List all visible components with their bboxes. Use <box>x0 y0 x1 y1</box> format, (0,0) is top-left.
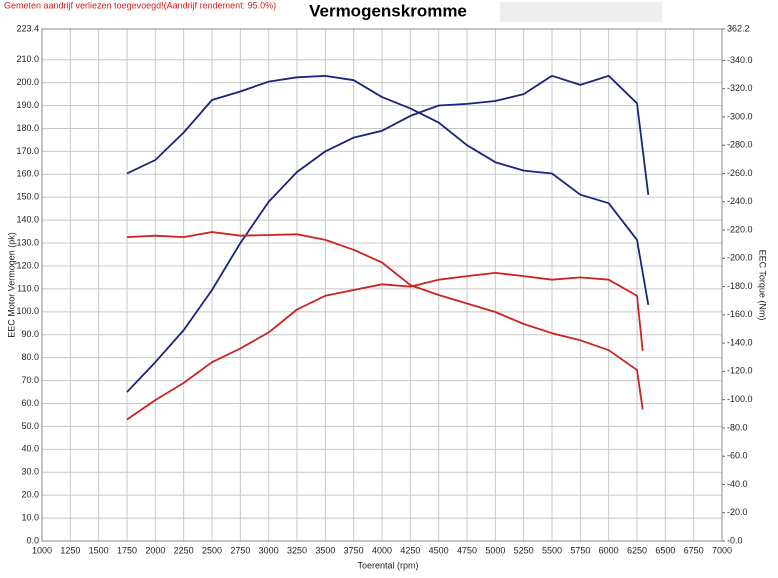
y-tick-label: 10.0 <box>21 512 39 522</box>
x-tick-label: 7000 <box>712 545 732 555</box>
x-tick-label: 2500 <box>202 545 222 555</box>
y-tick-label: 180.0 <box>16 123 39 133</box>
x-axis-title: Toerental (rpm) <box>357 560 418 570</box>
x-tick-label: 2750 <box>230 545 250 555</box>
y-tick-label: 150.0 <box>16 192 39 202</box>
y2-tick-label: -220.0 <box>727 224 753 234</box>
x-tick-label: 3000 <box>259 545 279 555</box>
y-tick-label: 80.0 <box>21 352 39 362</box>
y2-tick-label: -240.0 <box>727 196 753 206</box>
x-tick-label: 6500 <box>655 545 675 555</box>
y-tick-label: 223.4 <box>16 23 39 33</box>
y2-tick-label: -340.0 <box>727 55 753 65</box>
x-tick-label: 2000 <box>145 545 165 555</box>
x-tick-label: 4250 <box>400 545 420 555</box>
x-tick-label: 6000 <box>599 545 619 555</box>
header-box <box>500 2 662 22</box>
x-tick-label: 4500 <box>429 545 449 555</box>
series-line <box>126 74 650 393</box>
y2-tick-label: -40.0 <box>727 479 748 489</box>
y2-axis-title: EEC Torque (Nm) <box>758 250 768 321</box>
x-tick-label: 2250 <box>174 545 194 555</box>
x-tick-label: 5500 <box>542 545 562 555</box>
y2-tick-label: -280.0 <box>727 140 753 150</box>
x-tick-label: 1750 <box>117 545 137 555</box>
x-tick-label: 1250 <box>60 545 80 555</box>
y2-tick-label: -300.0 <box>727 111 753 121</box>
y2-tick-label: -20.0 <box>727 507 748 517</box>
y-tick-label: 140.0 <box>16 215 39 225</box>
y2-tick-label: -140.0 <box>727 337 753 347</box>
series-line <box>126 75 650 306</box>
y-tick-label: 170.0 <box>16 146 39 156</box>
x-tick-label: 3250 <box>287 545 307 555</box>
y-tick-label: 160.0 <box>16 169 39 179</box>
y-tick-label: 200.0 <box>16 77 39 87</box>
y2-tick-label: -320.0 <box>727 83 753 93</box>
y-tick-label: 70.0 <box>21 375 39 385</box>
x-tick-label: 1500 <box>89 545 109 555</box>
y2-tick-label: -260.0 <box>727 168 753 178</box>
x-tick-label: 6250 <box>627 545 647 555</box>
y-tick-label: 210.0 <box>16 54 39 64</box>
y2-tick-label: -100.0 <box>727 394 753 404</box>
y2-tick-label: -200.0 <box>727 253 753 263</box>
y-tick-label: 100.0 <box>16 306 39 316</box>
x-tick-label: 6750 <box>684 545 704 555</box>
y-tick-label: 30.0 <box>21 467 39 477</box>
x-tick-label: 3750 <box>344 545 364 555</box>
note: Gemeten aandrijf verliezen toegevoegd!(A… <box>4 0 276 10</box>
series-line <box>126 272 644 421</box>
y-tick-label: 60.0 <box>21 398 39 408</box>
x-tick-label: 4000 <box>372 545 392 555</box>
y2-tick-label: -60.0 <box>727 451 748 461</box>
chart-title: Vermogenskromme <box>309 1 467 20</box>
y-tick-label: 130.0 <box>16 237 39 247</box>
y2-tick-label: -0.0 <box>727 535 743 545</box>
y-tick-label: 0.0 <box>26 535 39 545</box>
x-tick-label: 4750 <box>457 545 477 555</box>
x-tick-label: 5250 <box>514 545 534 555</box>
y-tick-label: 120.0 <box>16 260 39 270</box>
y2-tick-label: -80.0 <box>727 422 748 432</box>
x-tick-label: 5000 <box>485 545 505 555</box>
series-line <box>126 231 644 410</box>
x-tick-label: 5750 <box>570 545 590 555</box>
y-tick-label: 90.0 <box>21 329 39 339</box>
y2-tick-label: -120.0 <box>727 366 753 376</box>
y-tick-label: 50.0 <box>21 421 39 431</box>
x-tick-label: 1000 <box>32 545 52 555</box>
y-tick-label: 190.0 <box>16 100 39 110</box>
x-tick-label: 3500 <box>315 545 335 555</box>
y-axis-title: EEC Motor Vermogen (pk) <box>6 232 16 338</box>
y-tick-label: 40.0 <box>21 444 39 454</box>
y2-tick-label: -180.0 <box>727 281 753 291</box>
y-tick-label: 110.0 <box>17 283 39 293</box>
y2-tick-label: -160.0 <box>727 309 753 319</box>
plot-frame <box>41 28 723 542</box>
y2-tick-label: 362.2 <box>727 23 750 33</box>
y-tick-label: 20.0 <box>21 490 39 500</box>
